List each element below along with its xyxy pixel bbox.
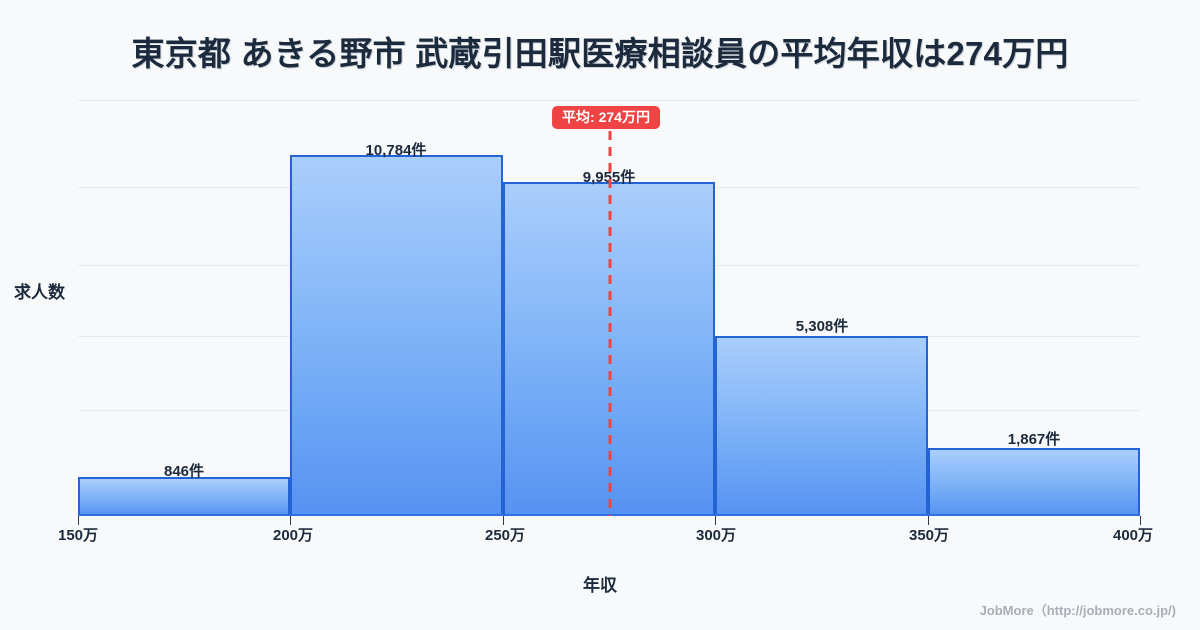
tick-mark [715,516,716,525]
x-tick-label: 250万 [484,527,526,544]
bar-value-label-2: 10,784件 [365,142,427,159]
x-tick-label: 150万 [57,527,99,544]
bar-value-label-1: 846件 [163,463,205,480]
tick-mark [1140,516,1141,525]
x-tick-label: 350万 [908,527,950,544]
x-axis-title: 年収 [583,576,617,595]
bar-bin-1[interactable] [78,477,290,515]
bar-bin-2[interactable] [290,155,503,515]
tick-mark [78,516,79,525]
tick-mark [290,516,291,525]
bar-bin-4[interactable] [715,336,928,515]
footer-watermark: JobMore（http://jobmore.co.jp/) [979,603,1176,618]
x-tick-label: 300万 [695,527,737,544]
bar-value-label-5: 1,867件 [1007,431,1061,448]
tick-mark [928,516,929,525]
x-tick-label: 400万 [1112,527,1154,544]
y-axis-title: 求人数 [14,283,65,302]
tick-mark [503,516,504,525]
gridline [78,100,1140,101]
x-tick-label: 200万 [272,527,314,544]
bar-bin-5[interactable] [928,448,1140,515]
average-line [608,131,612,516]
average-badge: 平均: 274万円 [552,106,660,129]
page-title: 東京都 あきる野市 武蔵引田駅医療相談員の平均年収は274万円 [131,35,1069,72]
bar-value-label-4: 5,308件 [795,318,849,335]
